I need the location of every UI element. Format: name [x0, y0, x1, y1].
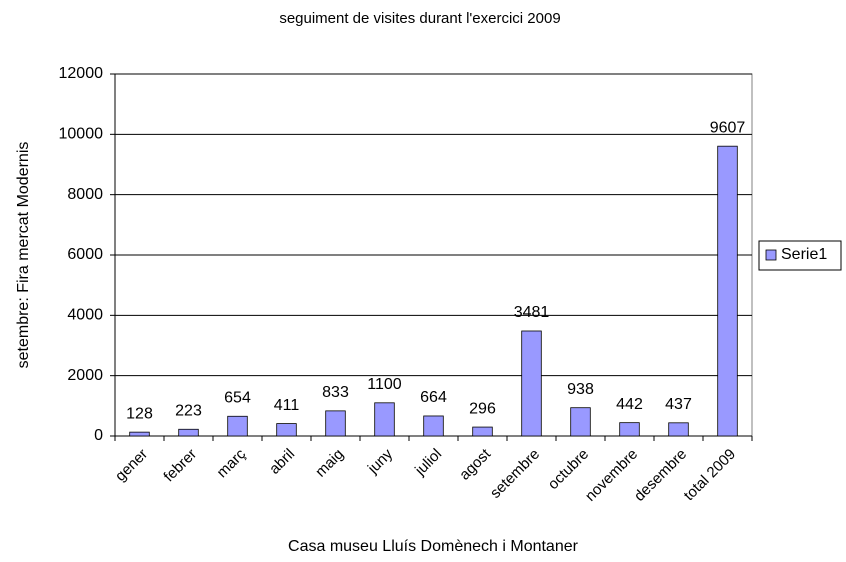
bar: [227, 415, 248, 437]
data-label: 442: [616, 396, 643, 413]
data-label: 437: [665, 396, 692, 413]
legend-swatch: [765, 249, 777, 261]
bar: [129, 431, 150, 437]
y-tick-label: 8000: [67, 186, 103, 203]
data-label: 1100: [367, 376, 402, 393]
bar: [521, 330, 542, 437]
y-tick-label: 2000: [67, 367, 103, 384]
y-axis-title: setembre: Fira mercat Modernis: [15, 142, 32, 369]
y-tick-label: 12000: [59, 65, 104, 82]
bar: [374, 402, 395, 437]
data-label: 296: [469, 400, 496, 417]
y-tick-label: 6000: [67, 246, 103, 263]
bar: [472, 426, 493, 437]
bar: [717, 145, 738, 437]
bar: [423, 415, 444, 437]
x-axis-title: Casa museu Lluís Domènech i Montaner: [288, 538, 579, 555]
data-label: 664: [420, 389, 447, 406]
data-label: 9607: [710, 119, 746, 136]
y-tick-label: 0: [94, 427, 103, 444]
bar: [619, 422, 640, 437]
bar: [178, 428, 199, 437]
data-label: 128: [126, 405, 153, 422]
bar: [570, 407, 591, 437]
y-tick-label: 4000: [67, 307, 103, 324]
bar: [668, 422, 689, 437]
data-label: 223: [175, 402, 202, 419]
bar: [325, 410, 346, 437]
chart-title: seguiment de visites durant l'exercici 2…: [279, 10, 560, 27]
data-label: 654: [224, 389, 251, 406]
y-tick-label: 10000: [59, 126, 104, 143]
bar: [276, 423, 297, 437]
data-label: 411: [274, 397, 300, 414]
data-label: 3481: [514, 304, 550, 321]
legend-label: Serie1: [781, 246, 827, 263]
data-label: 833: [322, 384, 349, 401]
data-label: 938: [567, 381, 594, 398]
